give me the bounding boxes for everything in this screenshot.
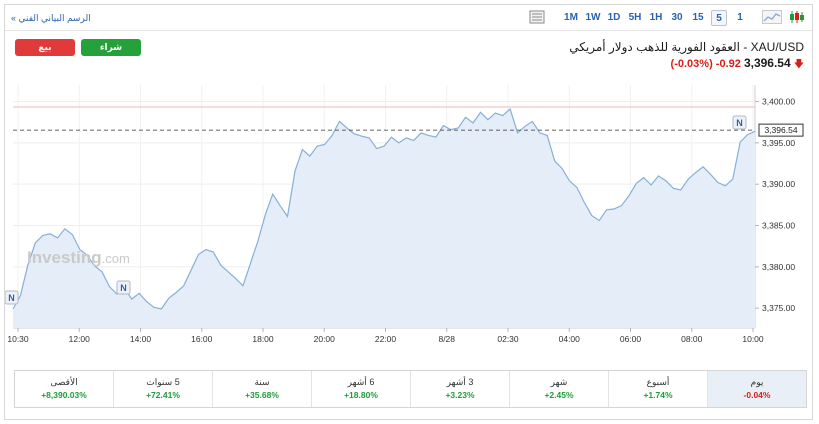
price-line: (-0.03%) -0.92 3,396.54 🡇	[671, 56, 804, 74]
period-label: الأقصى	[50, 377, 78, 387]
timeframe-1m-min[interactable]: 1	[737, 12, 743, 23]
performance-periods: الأقصى +8,390.03% 5 سنوات +72.41% سنة +3…	[14, 370, 807, 408]
x-tick-label: 08:00	[681, 334, 703, 344]
y-axis: 3,400.00 3,395.00 3,390.00 3,385.00 3,380.00…	[755, 97, 795, 313]
timeframe-1d[interactable]: 1D	[607, 12, 621, 23]
price-line-series	[12, 107, 756, 310]
x-tick-label: 12:00	[69, 334, 91, 344]
y-tick-label: 3,390.00	[762, 179, 795, 189]
period-label: شهر	[550, 377, 568, 387]
period-value: +2.45%	[544, 390, 574, 400]
period-value: -0.04%	[743, 390, 771, 400]
period-label: سنة	[254, 377, 270, 387]
x-tick-label: 20:00	[314, 334, 336, 344]
x-tick-label: 06:00	[620, 334, 642, 344]
buy-button[interactable]: شراء	[81, 39, 141, 56]
table-view-icon[interactable]	[529, 10, 545, 24]
period-1w[interactable]: أسبوع +1.74%	[608, 371, 707, 407]
period-value: +72.41%	[146, 390, 180, 400]
y-tick-label: 3,380.00	[762, 262, 795, 272]
period-label: 6 أشهر	[347, 377, 375, 387]
change-value: -0.92	[715, 58, 741, 70]
period-label: 5 سنوات	[146, 377, 180, 387]
change-percent: (-0.03%)	[670, 58, 713, 70]
x-tick-label: 02:30	[497, 334, 519, 344]
price-area-fill	[13, 109, 755, 328]
chart-widget: الرسم البياني الفني » 1M 1W 1D 5H 1H 30 …	[4, 4, 813, 420]
watermark: Investing.com	[27, 248, 130, 267]
period-value: +35.68%	[245, 390, 279, 400]
technical-chart-link[interactable]: الرسم البياني الفني »	[11, 13, 91, 23]
timeframe-5m[interactable]: 5	[711, 10, 727, 26]
y-tick-label: 3,375.00	[762, 303, 795, 313]
instrument-title: XAU/USD - العقود الفورية للذهب دولار أمر…	[569, 40, 804, 54]
timeframe-1m[interactable]: 1M	[564, 12, 578, 23]
watermark-suffix: .com	[102, 251, 130, 266]
period-1d[interactable]: يوم -0.04%	[707, 371, 806, 407]
period-max[interactable]: الأقصى +8,390.03%	[15, 371, 113, 407]
x-tick-label: 10:00	[742, 334, 764, 344]
news-marker[interactable]: N	[5, 290, 19, 305]
watermark-name: Investing	[27, 248, 102, 267]
x-axis: 10:30 12:00 14:00 16:00 18:00 20:00 22:00 8/28 0…	[7, 328, 764, 344]
timeframe-30m[interactable]: 30	[671, 12, 683, 23]
period-value: +3.23%	[445, 390, 475, 400]
x-tick-label: 22:00	[375, 334, 397, 344]
news-marker[interactable]: N	[116, 280, 131, 295]
news-marker-label: N	[8, 293, 15, 303]
x-tick-label: 8/28	[438, 334, 455, 344]
period-value: +8,390.03%	[41, 390, 87, 400]
y-tick-label: 3,395.00	[762, 138, 795, 148]
timeframe-15m[interactable]: 15	[692, 12, 704, 23]
y-tick-label: 3,400.00	[762, 97, 795, 107]
period-3m[interactable]: 3 أشهر +3.23%	[410, 371, 509, 407]
current-price-tag: 3,396.54	[758, 123, 804, 137]
news-marker[interactable]: N	[732, 115, 747, 130]
period-value: +18.80%	[344, 390, 378, 400]
x-tick-label: 14:00	[130, 334, 152, 344]
period-5y[interactable]: 5 سنوات +72.41%	[113, 371, 212, 407]
period-label: أسبوع	[646, 377, 670, 387]
period-6m[interactable]: 6 أشهر +18.80%	[311, 371, 410, 407]
chart-toolbar: الرسم البياني الفني » 1M 1W 1D 5H 1H 30 …	[5, 5, 812, 31]
sell-button[interactable]: بيع	[15, 39, 75, 56]
current-price-label: 3,396.54	[764, 125, 797, 135]
x-tick-label: 10:30	[7, 334, 29, 344]
price-chart[interactable]: 3,400.00 3,395.00 3,390.00 3,385.00 3,380.00…	[5, 81, 812, 357]
period-value: +1.74%	[643, 390, 673, 400]
x-tick-label: 18:00	[252, 334, 274, 344]
timeframe-1h[interactable]: 1H	[649, 12, 663, 23]
down-arrow-icon: 🡇	[793, 59, 804, 70]
period-1y[interactable]: سنة +35.68%	[212, 371, 311, 407]
area-chart-type-icon[interactable]	[762, 10, 782, 24]
x-tick-label: 16:00	[191, 334, 213, 344]
news-marker-label: N	[736, 118, 743, 128]
period-label: 3 أشهر	[446, 377, 474, 387]
news-marker-label: N	[120, 283, 127, 293]
candlestick-chart-type-icon[interactable]	[788, 10, 806, 24]
y-tick-label: 3,385.00	[762, 221, 795, 231]
timeframe-5h[interactable]: 5H	[628, 12, 642, 23]
period-1m[interactable]: شهر +2.45%	[509, 371, 608, 407]
period-label: يوم	[750, 377, 764, 387]
timeframe-1w[interactable]: 1W	[585, 12, 601, 23]
last-price: 3,396.54	[743, 56, 791, 70]
x-tick-label: 04:00	[559, 334, 581, 344]
